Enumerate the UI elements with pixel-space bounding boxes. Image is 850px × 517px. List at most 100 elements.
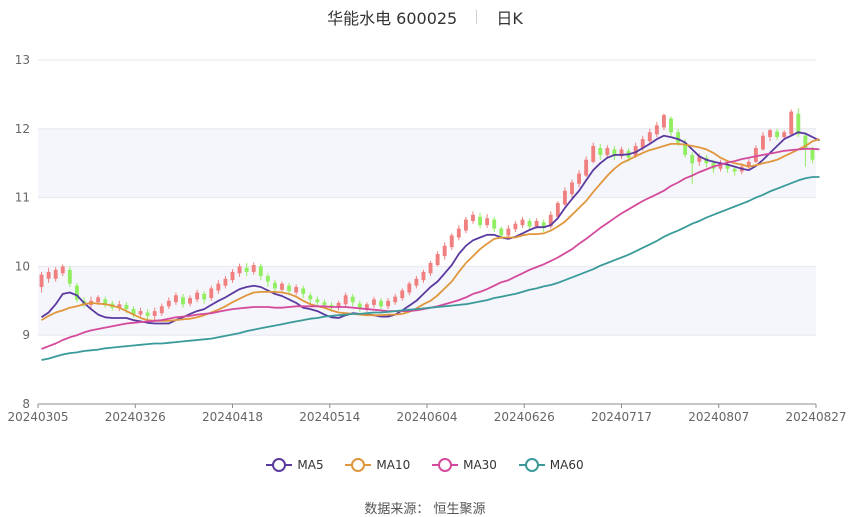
x-axis: 20240305 20240326 20240418 20240514 20240604… — [7, 403, 847, 424]
candle-body — [654, 125, 659, 135]
candle — [181, 293, 185, 308]
candle — [619, 146, 624, 160]
candle — [527, 218, 532, 231]
candle-body — [492, 219, 497, 229]
candle-body — [336, 302, 341, 308]
x-tick-label: 20240514 — [299, 410, 360, 424]
candle-body — [39, 274, 44, 288]
candle — [60, 264, 65, 277]
ma5-line — [40, 131, 820, 325]
candle — [768, 128, 772, 142]
candle — [216, 280, 221, 294]
candle — [258, 263, 263, 281]
candle-body — [216, 283, 221, 291]
candle — [74, 282, 79, 303]
candle — [39, 271, 44, 293]
x-tick-label: 20240807 — [688, 410, 749, 424]
candle — [669, 116, 673, 136]
candle-body — [591, 146, 596, 162]
candle — [188, 295, 193, 307]
candle-body — [315, 299, 320, 303]
legend-label-ma60: MA60 — [549, 458, 584, 472]
candle-body — [407, 283, 412, 293]
candle-body — [570, 182, 574, 195]
candle-body — [287, 285, 292, 292]
candle-body — [393, 296, 398, 303]
candle — [732, 165, 737, 176]
candle — [421, 269, 426, 283]
candle — [315, 296, 320, 307]
legend-swatch-ma5 — [266, 458, 293, 472]
candle-body — [803, 135, 808, 150]
candle — [265, 273, 270, 288]
candle-body — [117, 304, 122, 308]
candle — [308, 292, 313, 304]
candle — [138, 307, 143, 318]
x-tick-label: 20240326 — [105, 410, 166, 424]
candle — [570, 179, 574, 198]
candle — [428, 260, 433, 277]
candle-body — [308, 295, 313, 300]
candle-body — [386, 300, 391, 307]
candle-body — [357, 303, 362, 310]
legend-item-ma5[interactable]: MA5 — [266, 458, 324, 472]
candle-body — [753, 148, 758, 162]
candle-body — [499, 228, 504, 236]
candle-body — [138, 311, 143, 315]
candle-body — [732, 168, 737, 172]
y-tick-label: 10 — [15, 259, 30, 273]
candle-body — [280, 283, 284, 290]
candle-body — [584, 159, 589, 176]
candle — [513, 220, 518, 232]
grid-band — [38, 266, 816, 336]
candle-body — [796, 113, 801, 135]
legend-item-ma10[interactable]: MA10 — [345, 458, 410, 472]
candle — [103, 296, 108, 308]
candle-body — [350, 296, 355, 303]
candle — [478, 212, 482, 229]
candles — [39, 108, 815, 321]
candle-body — [195, 292, 200, 300]
legend-item-ma60[interactable]: MA60 — [518, 458, 584, 472]
candle-body — [265, 276, 270, 282]
y-tick-label: 8 — [22, 397, 30, 411]
candle — [251, 262, 256, 275]
candle — [435, 251, 440, 267]
candle-body — [562, 190, 567, 205]
candle — [195, 289, 200, 303]
candle-body — [746, 161, 751, 168]
legend-item-ma30[interactable]: MA30 — [432, 458, 497, 472]
candle — [145, 309, 150, 321]
candle — [442, 242, 447, 260]
x-tick-label: 20240305 — [7, 410, 68, 424]
candle — [350, 293, 355, 307]
candle-body — [145, 312, 150, 316]
grid-band — [38, 128, 816, 198]
candle-body — [456, 228, 461, 238]
candle-body — [690, 154, 695, 164]
candle — [541, 219, 546, 232]
candle — [492, 216, 497, 232]
candle — [456, 225, 461, 241]
period-label: 日K — [496, 9, 523, 28]
candle — [661, 113, 666, 131]
candle — [372, 296, 376, 308]
candle-body — [372, 299, 376, 305]
candle-body — [605, 148, 610, 155]
candle-body — [421, 271, 426, 281]
candle-body — [775, 131, 780, 138]
candle-body — [619, 149, 624, 157]
candle-body — [442, 245, 447, 257]
ma60-line — [41, 176, 820, 361]
candle-body — [53, 269, 58, 279]
candle — [53, 267, 58, 282]
chart-title: 华能水电 600025 — [327, 9, 458, 28]
candle — [202, 291, 207, 304]
candle — [336, 300, 341, 311]
candle-body — [131, 309, 136, 315]
legend-swatch-ma30 — [432, 458, 459, 472]
candle-body — [661, 115, 666, 128]
candle — [577, 170, 582, 188]
candle — [690, 152, 695, 184]
